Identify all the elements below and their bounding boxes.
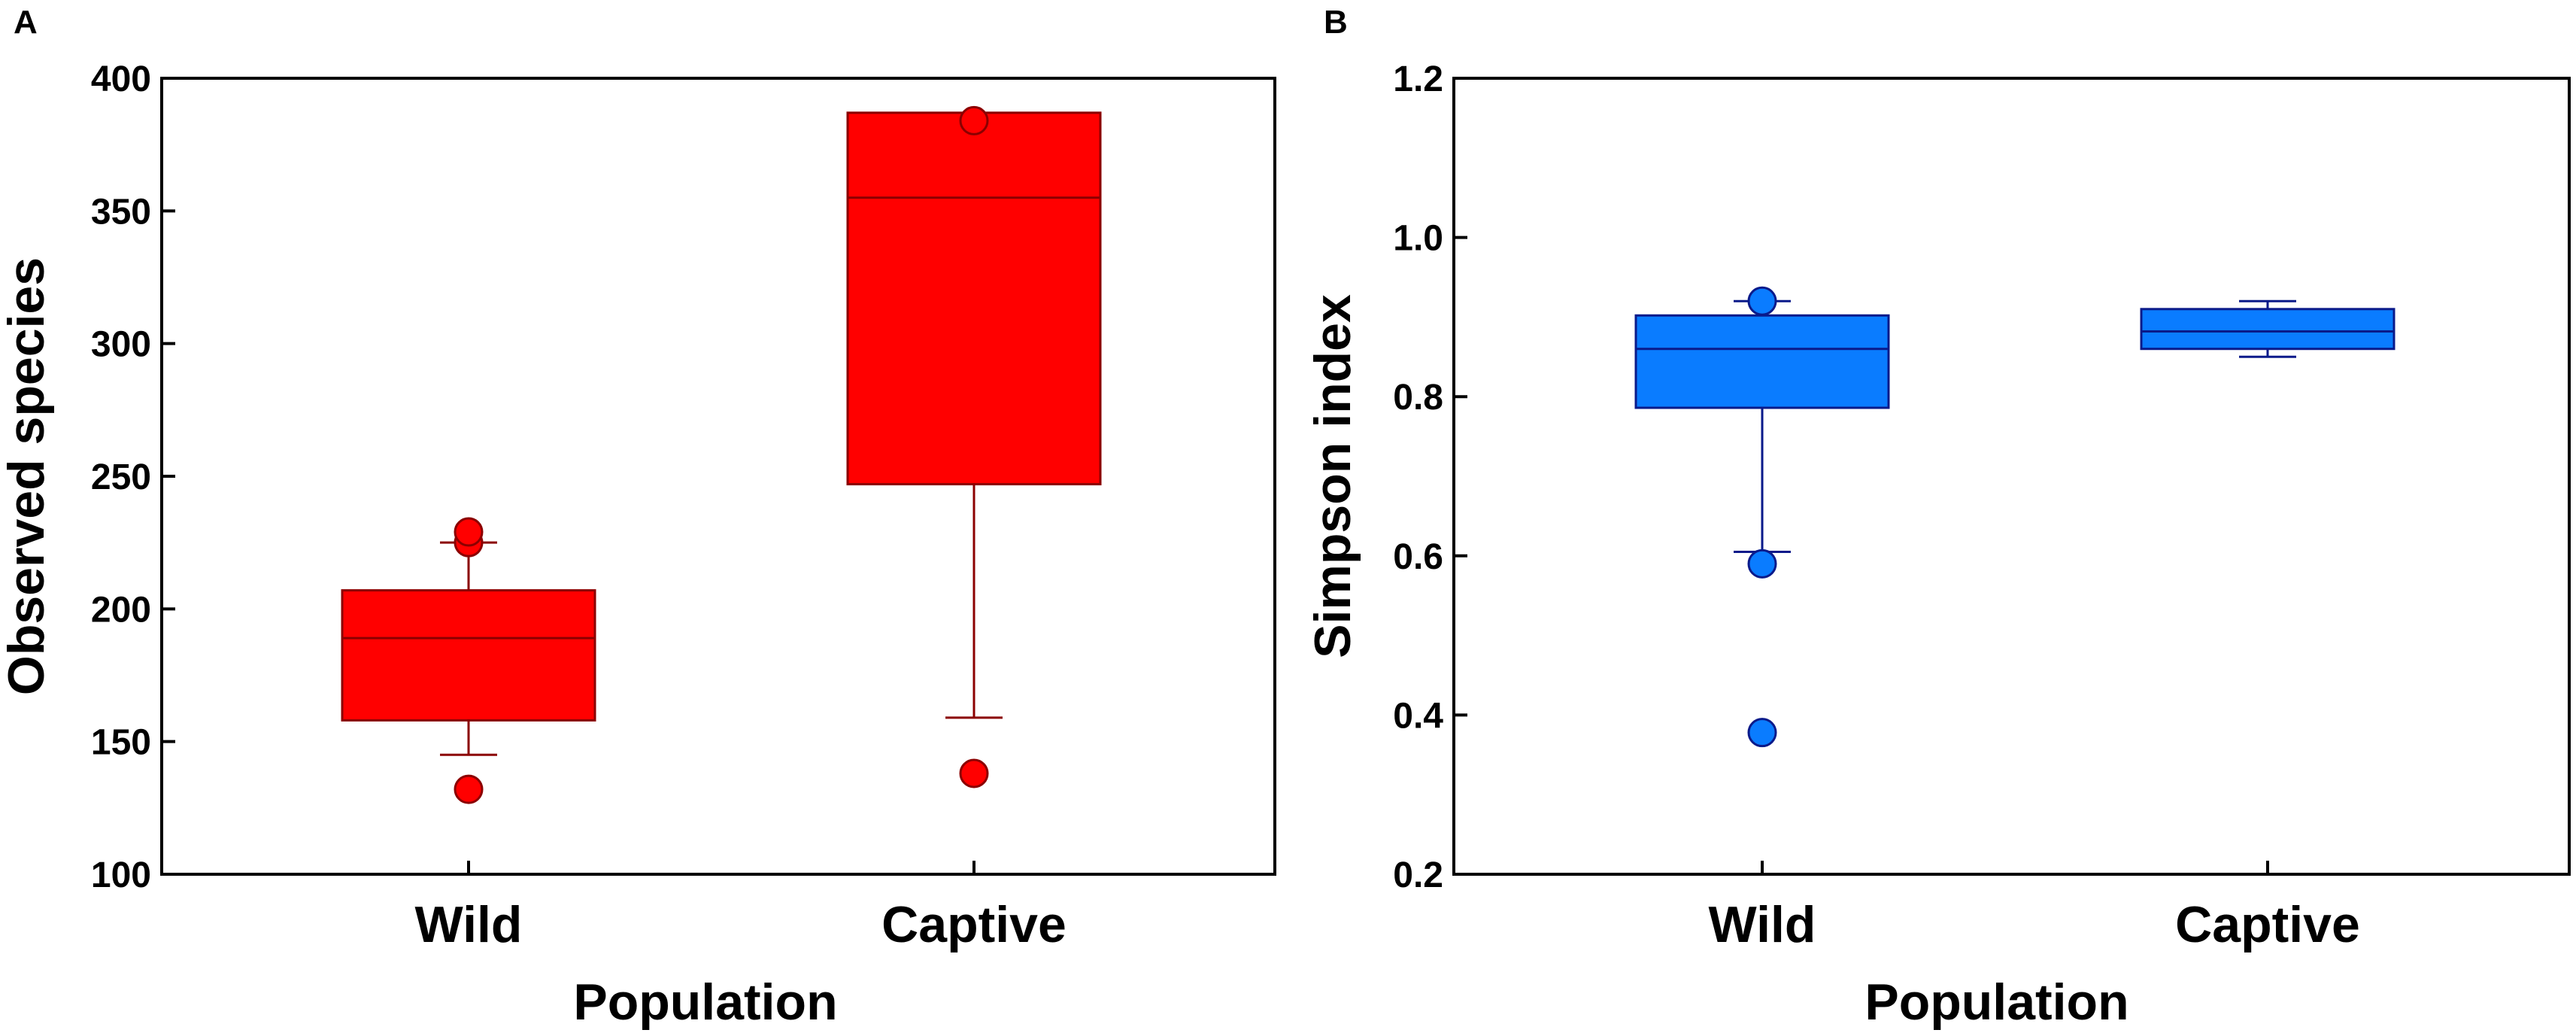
x-category-label: Captive xyxy=(881,896,1067,953)
box-iqr xyxy=(341,589,596,722)
plot-frame-a xyxy=(160,77,1276,876)
y-tick-label: 0.6 xyxy=(1393,537,1443,577)
box-iqr xyxy=(846,111,1102,486)
box-iqr xyxy=(1634,314,1890,409)
y-axis-title-a: Observed species xyxy=(0,257,55,695)
panel-label-a: A xyxy=(14,4,38,41)
y-tick-label: 0.4 xyxy=(1393,696,1443,736)
outlier-point xyxy=(959,758,989,788)
outlier-point xyxy=(454,774,484,804)
y-tick-label: 200 xyxy=(91,590,151,630)
x-category-label: Wild xyxy=(1709,896,1816,953)
y-tick-label: 1.0 xyxy=(1393,219,1443,259)
panel-a: A 100 150 200 250 300 350 400 Wild Captive Popu… xyxy=(0,4,1276,1031)
y-tick-label: 400 xyxy=(91,59,151,99)
y-tick-label: 150 xyxy=(91,723,151,763)
outlier-point xyxy=(1747,548,1777,579)
box-iqr xyxy=(2140,308,2395,351)
outlier-point xyxy=(1747,286,1777,316)
outlier-point xyxy=(959,105,989,135)
y-tick-label: 100 xyxy=(91,855,151,895)
y-tick-label: 0.8 xyxy=(1393,378,1443,418)
y-axis-title-b: Simpson index xyxy=(1304,294,1361,658)
y-tick-label: 1.2 xyxy=(1393,59,1443,99)
y-tick-label: 300 xyxy=(91,325,151,365)
outlier-point xyxy=(1747,718,1777,748)
x-axis-title-a: Population xyxy=(573,974,837,1031)
y-tick-label: 350 xyxy=(91,192,151,232)
plot-frame-b xyxy=(1452,77,2571,876)
y-tick-label: 0.2 xyxy=(1393,855,1443,895)
x-category-label: Wild xyxy=(415,896,523,953)
outlier-point xyxy=(454,517,484,547)
panel-b: B 0.2 0.4 0.6 0.8 1.0 1.2 Wild Captive Populat… xyxy=(1304,4,2571,1031)
panel-label-b: B xyxy=(1324,4,1348,41)
x-category-label: Captive xyxy=(2175,896,2360,953)
y-tick-label: 250 xyxy=(91,457,151,497)
x-axis-title-b: Population xyxy=(1864,974,2128,1031)
